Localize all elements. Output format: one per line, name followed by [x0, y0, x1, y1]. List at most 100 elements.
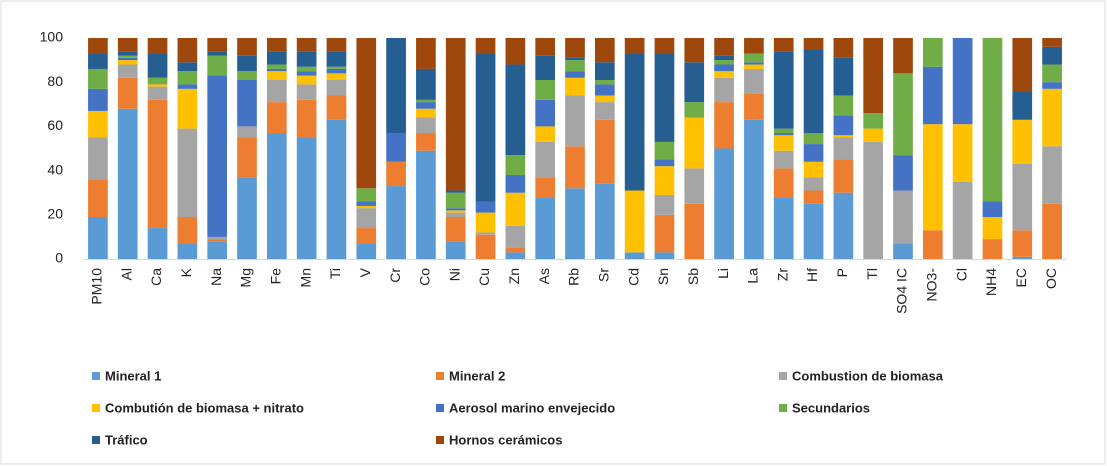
bar-segment: [475, 212, 496, 233]
bar-segment: [744, 93, 764, 120]
bar-segment: [266, 133, 287, 259]
bar-segment: [326, 66, 347, 69]
bar-segment: [594, 84, 615, 96]
bar-segment: [147, 38, 168, 54]
bar-segment: [296, 137, 317, 259]
y-tick-label: 40: [47, 161, 63, 177]
x-tick-label: Sn: [655, 268, 671, 285]
x-tick-label: Li: [715, 268, 731, 279]
bar-segment: [416, 68, 436, 100]
bar-segment: [714, 60, 734, 65]
bar-segment: [147, 84, 168, 87]
bar-segment: [535, 79, 556, 100]
bar-segment: [475, 53, 496, 202]
legend-label: Combustion de biomasa: [792, 368, 944, 383]
legend-swatch: [92, 436, 100, 444]
x-tick-label: Na: [208, 268, 224, 286]
bar-segment: [505, 175, 526, 193]
bar-segment: [207, 241, 228, 259]
bar-segment: [445, 241, 466, 259]
bar-segment: [147, 77, 168, 85]
x-tick-label: PM10: [89, 268, 105, 305]
bar-segment: [475, 38, 496, 54]
bar-segment: [624, 252, 645, 259]
x-tick-label: Rb: [566, 268, 582, 286]
x-tick-label: As: [536, 268, 552, 284]
bar-segment: [893, 38, 913, 74]
bar-segment: [237, 177, 257, 259]
bar-segment: [803, 49, 824, 134]
x-tick-label: V: [357, 267, 373, 277]
x-tick-label: NH4: [983, 268, 999, 296]
bar-segment: [266, 51, 287, 65]
bar-segment: [624, 38, 645, 54]
bar-segment: [177, 243, 198, 259]
bar-segment: [326, 38, 347, 52]
bar-segment: [535, 99, 556, 127]
bar-segment: [922, 124, 943, 231]
bar-segment: [714, 55, 734, 61]
x-tick-label: P: [834, 268, 850, 277]
bar-segment: [624, 53, 645, 191]
y-tick-label: 100: [40, 29, 64, 45]
x-tick-label: Mg: [238, 268, 254, 287]
x-tick-label: SO4 IC: [894, 268, 910, 314]
bar-segment: [1012, 38, 1033, 92]
bar-segment: [207, 51, 228, 56]
bar-segment: [88, 38, 108, 54]
bar-segment: [147, 99, 168, 229]
legend-label: Tráfico: [105, 432, 148, 447]
bar-segment: [475, 201, 496, 213]
bar-segment: [1012, 91, 1033, 120]
x-tick-label: Fe: [268, 268, 284, 285]
bar-segment: [893, 190, 913, 244]
bar-segment: [773, 197, 794, 259]
bar-segment: [356, 208, 377, 229]
bar-segment: [207, 55, 228, 76]
x-tick-label: Zr: [774, 268, 790, 282]
legend-swatch: [92, 372, 100, 380]
x-tick-label: Ti: [327, 268, 343, 279]
bar-segment: [416, 133, 436, 151]
y-tick-label: 60: [47, 117, 63, 133]
bar-segment: [237, 71, 257, 80]
bar-segment: [833, 38, 854, 58]
legend-label: Mineral 1: [105, 368, 161, 383]
bar-segment: [117, 38, 138, 52]
x-tick-label: Hf: [804, 268, 820, 282]
bar-segment: [684, 102, 705, 118]
bar-segment: [445, 217, 466, 242]
bar-segment: [117, 57, 138, 61]
x-tick-label: Sr: [596, 268, 612, 282]
legend-swatch: [436, 436, 444, 444]
bar-segment: [416, 102, 436, 109]
bar-segment: [1012, 163, 1033, 231]
x-tick-label: EC: [1013, 268, 1029, 287]
bar-segment: [744, 64, 764, 69]
legend-swatch: [779, 404, 787, 412]
bar-segment: [654, 252, 675, 259]
bar-segment: [594, 102, 615, 120]
bar-segment: [326, 95, 347, 120]
bar-segment: [833, 137, 854, 160]
bar-segment: [177, 38, 198, 63]
bar-segment: [773, 150, 794, 169]
bar-segment: [952, 38, 973, 125]
bar-segment: [535, 141, 556, 178]
bar-segment: [594, 95, 615, 103]
bar-segment: [88, 137, 108, 180]
bar-segment: [207, 75, 228, 237]
bar-segment: [356, 205, 377, 209]
bar-segment: [117, 55, 138, 58]
bar-segment: [803, 161, 824, 178]
bar-segment: [982, 38, 1003, 202]
bar-segment: [922, 66, 943, 125]
bar-segment: [237, 137, 257, 178]
bar-segment: [177, 217, 198, 244]
y-tick-label: 20: [47, 206, 63, 222]
bar-segment: [296, 75, 317, 85]
bar-segment: [594, 38, 615, 63]
bar-segment: [714, 64, 734, 72]
bar-segment: [893, 243, 913, 259]
bar-segment: [565, 188, 585, 259]
